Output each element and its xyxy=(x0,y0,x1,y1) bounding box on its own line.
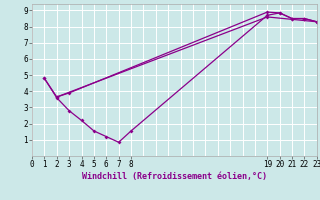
X-axis label: Windchill (Refroidissement éolien,°C): Windchill (Refroidissement éolien,°C) xyxy=(82,172,267,181)
